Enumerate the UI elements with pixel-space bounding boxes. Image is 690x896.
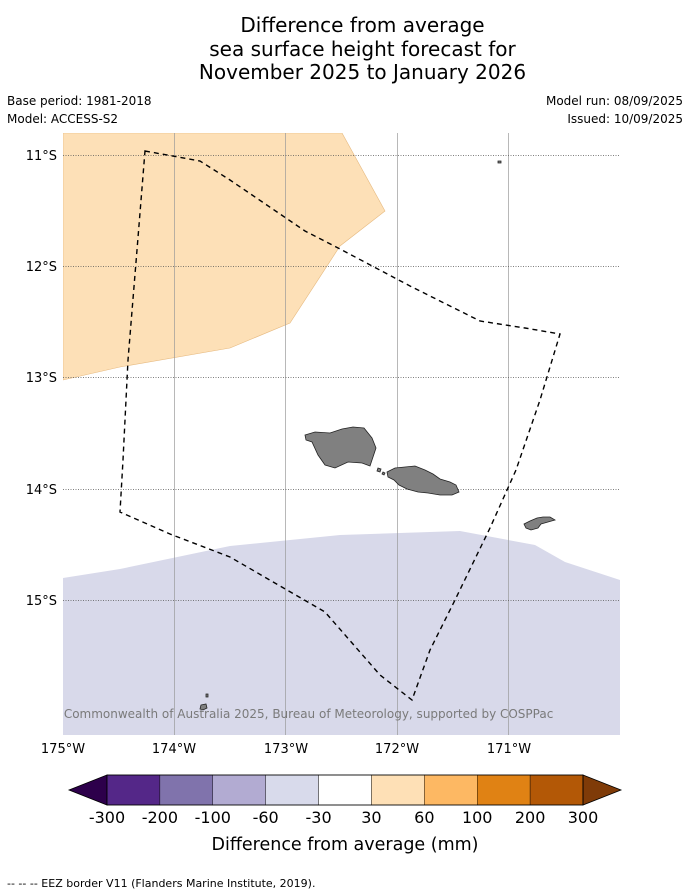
colorbar-tick-label: 30: [361, 808, 381, 827]
title-line-2: sea surface height forecast for: [209, 36, 516, 61]
colorbar-segment: [529, 774, 584, 806]
colorbar-tick-labels: -300 -200 -100 -60 -30 30 60 100 200 300: [89, 808, 598, 827]
model-name: Model: ACCESS-S2: [7, 112, 119, 126]
colorbar-tick-label: 60: [414, 808, 434, 827]
colorbar-title: Difference from average (mm): [211, 835, 478, 855]
lon-label-175w: 175°W: [41, 742, 85, 757]
colorbar-tick-label: -60: [253, 808, 279, 827]
lat-label-14s: 14°S: [26, 483, 57, 498]
parallel-lines: [63, 155, 620, 601]
lat-label-12s: 12°S: [26, 260, 57, 275]
issued-date: Issued: 10/09/2025: [567, 112, 683, 126]
longitude-labels: 175°W 174°W 173°W 172°W 171°W: [41, 742, 531, 757]
title-line-3: November 2025 to January 2026: [198, 60, 527, 84]
island-upolu: [386, 465, 460, 496]
colorbar-tick-label: 300: [568, 808, 599, 827]
meridian-lines: [174, 133, 509, 735]
colorbar-segments: [106, 774, 584, 806]
lon-label-173w: 173°W: [264, 742, 308, 757]
model-run: Model run: 08/09/2025: [545, 94, 683, 108]
eez-border: [119, 150, 561, 702]
island-small-south: [199, 703, 208, 711]
island-tutuila: [523, 516, 556, 531]
copyright-credit: © Commonwealth of Australia 2025, Bureau…: [48, 707, 553, 721]
colorbar-segment: [424, 774, 478, 806]
meta-left: Base period: 1981-2018 Model: ACCESS-S2: [7, 94, 152, 130]
colorbar-extend-high: [582, 774, 623, 806]
negative-anomaly-region: [63, 531, 620, 735]
colorbar-segment: [265, 774, 319, 806]
colorbar-tick-label: -100: [195, 808, 231, 827]
colorbar-segment: [318, 774, 372, 806]
colorbar-segment: [106, 774, 161, 806]
lon-label-171w: 171°W: [487, 742, 531, 757]
map-title: Difference from average sea surface heig…: [0, 13, 690, 85]
island-small-south-2: [205, 693, 209, 698]
colorbar-tick-label: -30: [305, 808, 331, 827]
land: [199, 160, 556, 711]
eez-footnote: -- -- -- EEZ border V11 (Flanders Marine…: [7, 877, 316, 890]
colorbar-tick-label: 200: [515, 808, 546, 827]
latitude-labels: 11°S 12°S 13°S 14°S 15°S: [26, 149, 57, 609]
colorbar: -300 -200 -100 -60 -30 30 60 100 200 300 Differen…: [67, 774, 623, 855]
lon-label-172w: 172°W: [375, 742, 419, 757]
meta-right: Model run: 08/09/2025 Issued: 10/09/2025: [546, 94, 683, 130]
colorbar-tick-label: 100: [462, 808, 493, 827]
lat-label-11s: 11°S: [26, 149, 57, 164]
island-apolima: [381, 471, 386, 476]
colorbar-outline: [106, 774, 584, 806]
base-period: Base period: 1981-2018: [7, 94, 152, 108]
lat-label-15s: 15°S: [26, 594, 57, 609]
map-panel: © Commonwealth of Australia 2025, Bureau…: [48, 133, 620, 735]
colorbar-tick-label: -300: [89, 808, 125, 827]
colorbar-extend-low: [67, 774, 108, 806]
colorbar-segment: [212, 774, 266, 806]
colorbar-tick-label: -200: [142, 808, 178, 827]
positive-anomaly-region: [63, 133, 386, 381]
island-savaii: [304, 426, 377, 469]
island-small-north: [497, 160, 502, 164]
colorbar-segment: [159, 774, 213, 806]
lon-label-174w: 174°W: [152, 742, 196, 757]
lat-label-13s: 13°S: [26, 371, 57, 386]
colorbar-segment: [477, 774, 531, 806]
colorbar-segment: [371, 774, 425, 806]
title-line-1: Difference from average: [240, 13, 485, 37]
island-manono: [376, 467, 382, 473]
